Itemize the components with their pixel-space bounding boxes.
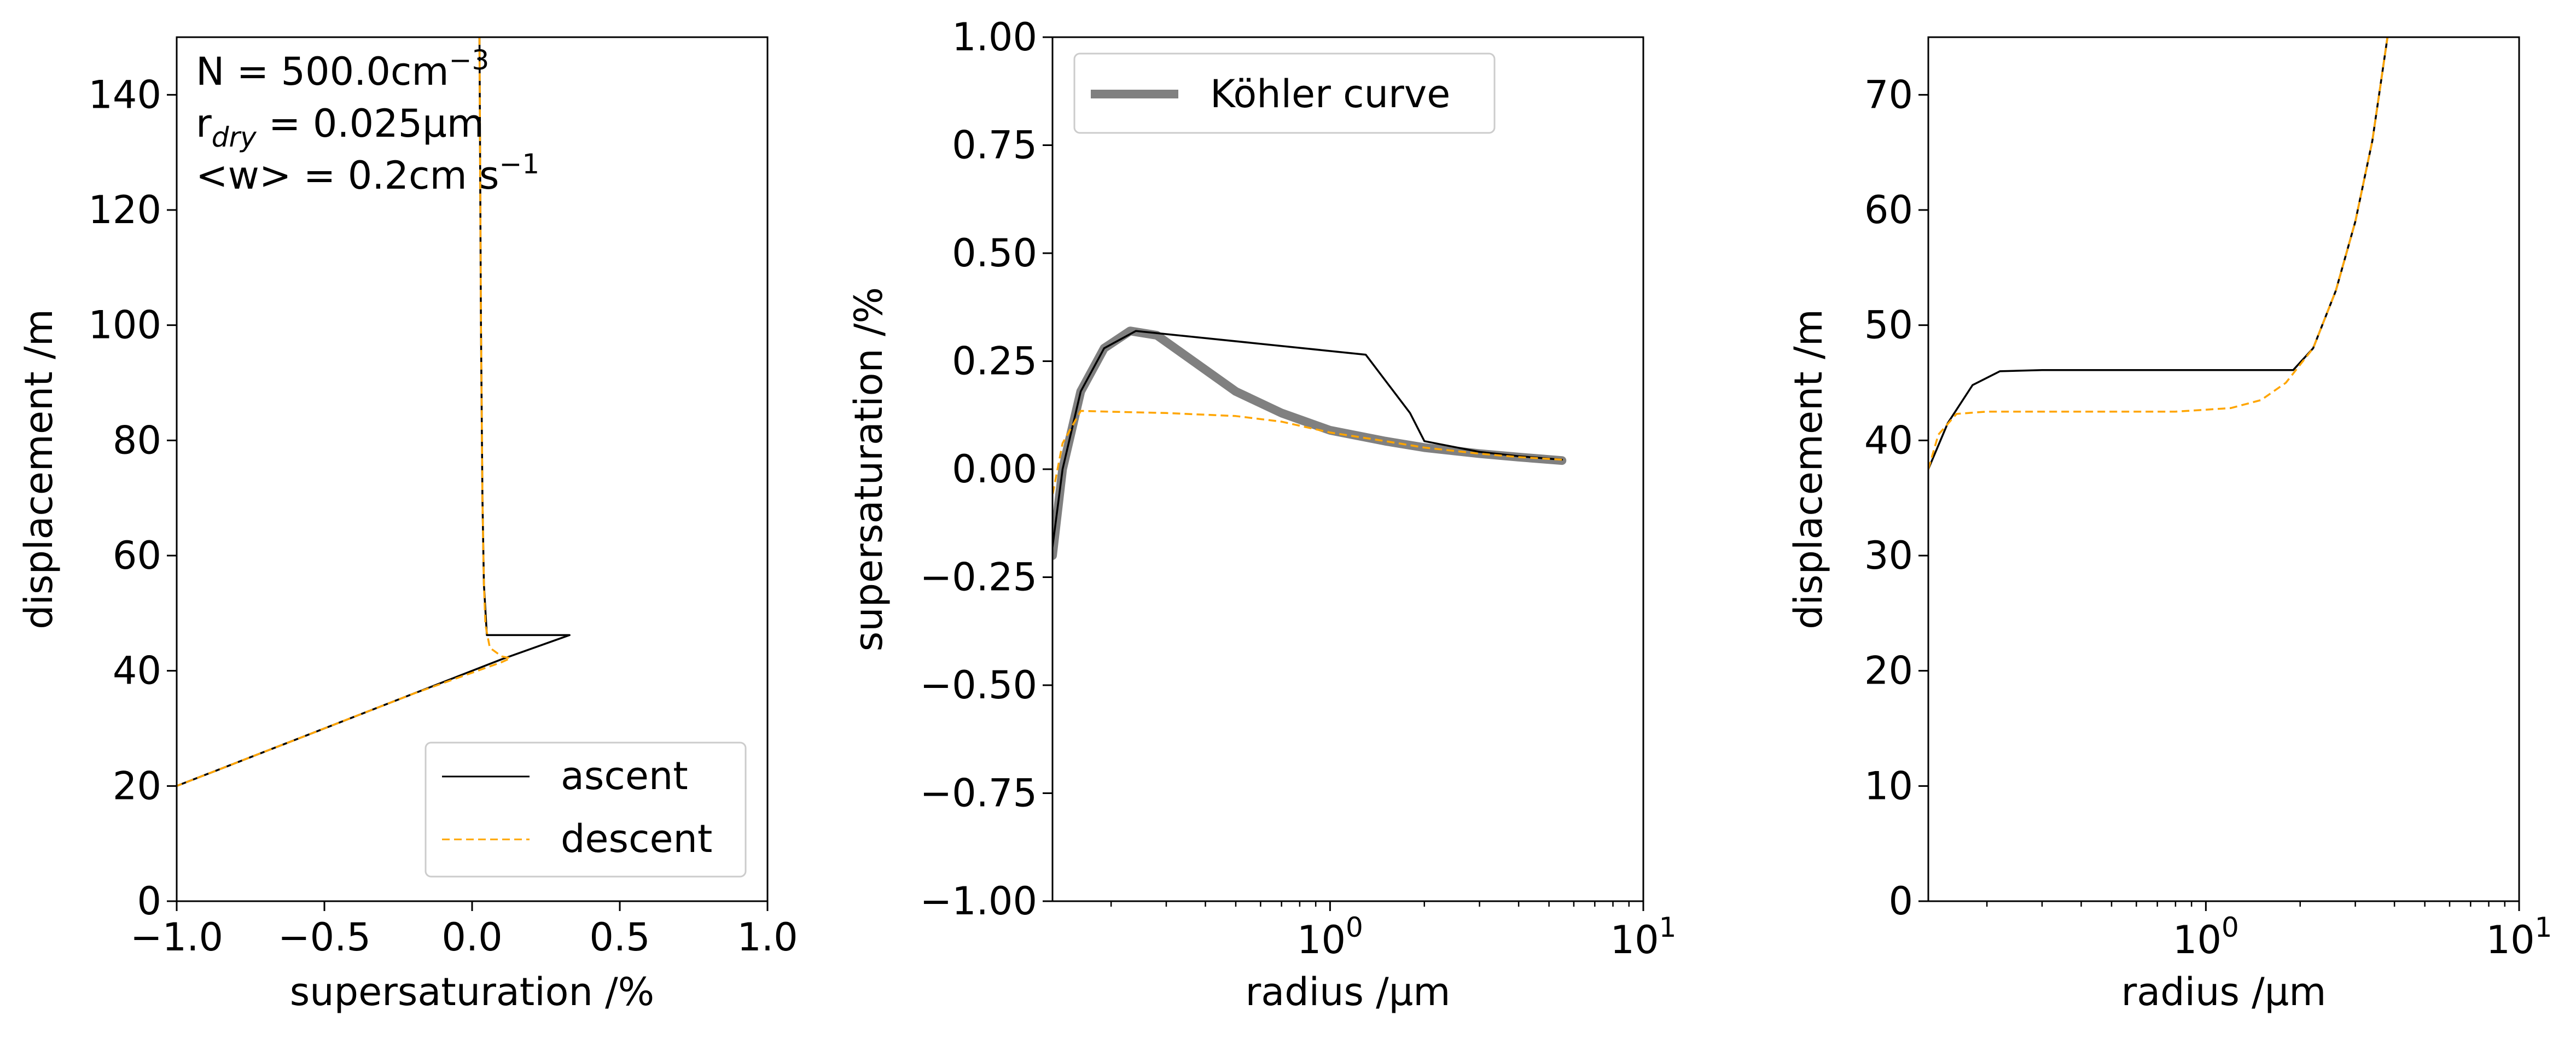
panel-middle-ytick-label-6: 0.50 <box>952 231 1037 276</box>
panel-left-ytick-label-1: 20 <box>113 763 161 808</box>
panel-middle-ytick-label-8: 1.00 <box>952 15 1037 60</box>
panel-right-xlabel: radius /μm <box>2121 970 2327 1014</box>
panel-right-ytick-label-0: 0 <box>1888 879 1913 924</box>
panel-right-series-0-line <box>1928 37 2389 470</box>
panel-middle-ytick-label-2: −0.50 <box>920 663 1037 708</box>
panel-middle-xtick-label-1: 101 <box>1610 912 1677 962</box>
panel-left-xtick-label-1: −0.5 <box>278 915 371 960</box>
panel-left-plot <box>177 37 571 787</box>
panel-middle-ticks: −1.00 −0.75 −0.50 −0.25 0.00 0.25 0.50 0.75 1.00… <box>920 15 1676 962</box>
panel-middle-ytick-label-1: −0.75 <box>920 771 1037 816</box>
annotation-line1: N = 500.0cm−3 <box>196 44 489 94</box>
annotation: N = 500.0cm−3 rdry = 0.025μm <w> = 0.2cm… <box>196 44 539 198</box>
annotation-line3: <w> = 0.2cm s−1 <box>196 148 539 198</box>
panel-left-ytick-label-2: 40 <box>113 649 161 693</box>
legend-ascent-label: ascent <box>561 754 688 798</box>
panel-left-xtick-label-0: −1.0 <box>130 915 223 960</box>
panel-middle-frame <box>1051 36 1644 902</box>
panel-left-ylabel: displacement /m <box>16 309 61 629</box>
panel-left-xtick-label-3: 0.5 <box>589 915 650 960</box>
panel-right-ytick-label-3: 30 <box>1864 533 1913 578</box>
legend-box <box>1073 52 1496 134</box>
panel-left-legend: ascent descent <box>425 742 747 878</box>
panel-middle-legend: Köhler curve <box>1073 52 1496 134</box>
panel-left-ytick-label-7: 140 <box>88 72 161 117</box>
panel-left-ytick-label-6: 120 <box>88 188 161 232</box>
panel-right-frame <box>1927 36 2520 902</box>
panel-middle-series-2-line <box>1053 410 1562 495</box>
panel-left-ticks: 0 20 40 60 80 100 120 140 −1.0 −0.5 0.0 0.5 1.0 <box>88 72 798 960</box>
panel-middle-xlabel: radius /μm <box>1246 970 1451 1014</box>
panel-right-ticks: 0 10 20 30 40 50 60 70 100 101 <box>1864 72 2552 962</box>
panel-right-ylabel: displacement /m <box>1786 309 1831 629</box>
panel-left-series-1-line <box>177 37 511 787</box>
panel-middle-ytick-label-0: −1.00 <box>920 879 1037 924</box>
panel-left-xtick-label-2: 0.0 <box>441 915 502 960</box>
panel-right-ytick-label-5: 50 <box>1864 303 1913 348</box>
panel-right-ytick-label-2: 20 <box>1864 649 1913 693</box>
panel-left: 0 20 40 60 80 100 120 140 −1.0 −0.5 0.0 0.5 1.0 supe… <box>16 36 798 1014</box>
panel-middle-ytick-label-3: −0.25 <box>920 555 1037 600</box>
panel-right-ytick-label-1: 10 <box>1864 763 1913 808</box>
panel-middle-series-1-line <box>1053 330 1563 548</box>
panel-right-ytick-label-4: 40 <box>1864 418 1913 463</box>
panel-middle: −1.00 −0.75 −0.50 −0.25 0.00 0.25 0.50 0.75 1.00… <box>846 15 1676 1014</box>
legend-descent-label: descent <box>561 816 712 861</box>
panel-left-xlabel: supersaturation /% <box>290 970 654 1014</box>
panel-right-xtick-label-1: 101 <box>2486 912 2552 962</box>
panel-right-ytick-label-6: 60 <box>1864 188 1913 232</box>
panel-middle-series-0-line <box>1053 326 1567 560</box>
panel-right: 0 10 20 30 40 50 60 70 100 101 radius /μm displac… <box>1786 36 2552 1014</box>
panel-left-ytick-label-4: 80 <box>113 418 161 463</box>
panel-middle-ytick-label-4: 0.00 <box>952 447 1037 492</box>
panel-right-plot <box>1928 37 2389 470</box>
panel-right-ytick-label-7: 70 <box>1864 72 1913 117</box>
panel-left-ytick-label-5: 100 <box>88 303 161 348</box>
panel-middle-ytick-label-7: 0.75 <box>952 123 1037 168</box>
panel-middle-xtick-label-0: 100 <box>1297 912 1363 962</box>
panel-middle-ylabel: supersaturation /% <box>846 287 891 651</box>
panel-middle-plot <box>1053 326 1567 560</box>
annotation-line2: rdry = 0.025μm <box>196 101 484 153</box>
panel-left-ytick-label-3: 60 <box>113 533 161 578</box>
panel-middle-ytick-label-5: 0.25 <box>952 339 1037 384</box>
panel-left-ytick-label-0: 0 <box>137 879 161 924</box>
panel-left-xtick-label-4: 1.0 <box>737 915 798 960</box>
legend-kohler-label: Köhler curve <box>1210 72 1450 116</box>
panel-right-xtick-label-0: 100 <box>2173 912 2239 962</box>
panel-right-series-1-line <box>1928 37 2389 470</box>
